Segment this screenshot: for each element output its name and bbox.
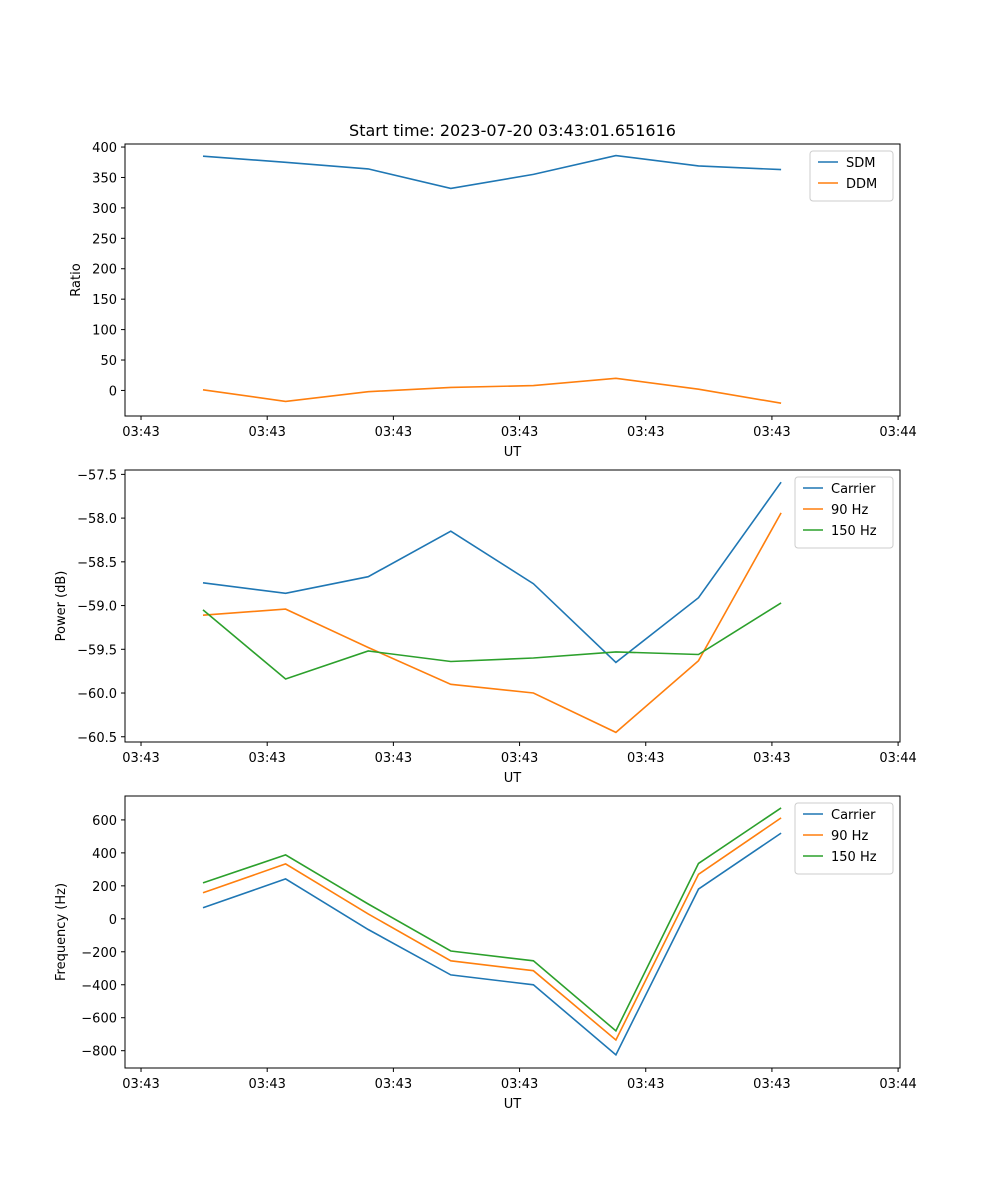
y-tick-label: 50: [100, 354, 117, 369]
series-line-carrier: [202, 481, 782, 664]
axes-frame: [124, 795, 901, 1069]
legend-label: 90 Hz: [831, 829, 868, 844]
legend: Carrier 90 Hz 150 Hz: [794, 802, 894, 875]
x-tick-label: 03:43: [248, 425, 285, 440]
legend-label: SDM: [846, 156, 875, 171]
series-line-sdm: [202, 154, 782, 190]
x-tick-label: 03:43: [122, 751, 159, 766]
x-tick-label: 03:43: [375, 751, 412, 766]
legend-label: 150 Hz: [831, 850, 877, 865]
series-line-carrier: [202, 832, 782, 1057]
y-tick-label: −800: [81, 1045, 117, 1060]
x-axis-label: UT: [504, 445, 522, 460]
x-tick-label: 03:43: [501, 1077, 538, 1092]
x-tick-label: 03:44: [879, 1077, 916, 1092]
legend-label: DDM: [846, 177, 877, 192]
x-tick-label: 03:43: [248, 1077, 285, 1092]
y-tick-label: −58.0: [77, 512, 117, 527]
subplot-3: 03:43 03:43 03:43 03:43 03:43 03:43 03:44 600 40…: [54, 795, 917, 1112]
subplot-1: Start time: 2023-07-20 03:43:01.65161603…: [69, 121, 917, 460]
y-tick-label: −60.0: [77, 687, 117, 702]
legend-label: 90 Hz: [831, 503, 868, 518]
series-line-150-hz: [202, 807, 782, 1033]
x-tick-label: 03:43: [627, 751, 664, 766]
series-line-ddm: [202, 377, 782, 404]
y-tick-label: −60.5: [77, 731, 117, 746]
x-tick-label: 03:43: [753, 425, 790, 440]
y-tick-label: −59.0: [77, 600, 117, 615]
series-line-90-hz: [202, 512, 782, 734]
series-line-150-hz: [202, 602, 782, 680]
x-tick-label: 03:43: [627, 1077, 664, 1092]
legend-box: [809, 150, 894, 202]
y-axis-label: Ratio: [69, 263, 84, 296]
y-tick-label: 600: [92, 814, 117, 829]
y-tick-label: 400: [92, 847, 117, 862]
x-tick-label: 03:43: [627, 425, 664, 440]
y-tick-label: 150: [92, 293, 117, 308]
subplot-2: 03:43 03:43 03:43 03:43 03:43 03:43 03:44 −57.5…: [54, 468, 917, 786]
x-tick-label: 03:43: [248, 751, 285, 766]
axes-frame: [124, 143, 901, 417]
y-tick-label: 200: [92, 880, 117, 895]
x-tick-label: 03:43: [501, 425, 538, 440]
x-axis-label: UT: [504, 1097, 522, 1112]
y-tick-label: 0: [109, 384, 117, 399]
x-tick-label: 03:43: [753, 751, 790, 766]
legend-label: 150 Hz: [831, 524, 877, 539]
y-tick-label: 200: [92, 263, 117, 278]
x-tick-label: 03:43: [375, 1077, 412, 1092]
y-tick-label: −200: [81, 946, 117, 961]
axes-frame: [124, 469, 901, 743]
x-tick-label: 03:44: [879, 425, 916, 440]
y-tick-label: −58.5: [77, 556, 117, 571]
x-tick-label: 03:43: [122, 1077, 159, 1092]
y-tick-label: −59.5: [77, 643, 117, 658]
series-line-90-hz: [202, 817, 782, 1042]
x-tick-label: 03:44: [879, 751, 916, 766]
x-tick-label: 03:43: [122, 425, 159, 440]
y-tick-label: −57.5: [77, 468, 117, 483]
x-axis-label: UT: [504, 771, 522, 786]
y-axis-label: Frequency (Hz): [54, 883, 69, 981]
y-tick-label: −400: [81, 979, 117, 994]
y-tick-label: 300: [92, 202, 117, 217]
y-tick-label: 0: [109, 913, 117, 928]
y-tick-label: −600: [81, 1012, 117, 1027]
legend: SDM DDM: [809, 150, 894, 202]
legend-label: Carrier: [831, 808, 876, 823]
legend: Carrier 90 Hz 150 Hz: [794, 476, 894, 549]
y-tick-label: 400: [92, 141, 117, 156]
y-axis-label: Power (dB): [54, 571, 69, 642]
x-tick-label: 03:43: [501, 751, 538, 766]
x-tick-label: 03:43: [753, 1077, 790, 1092]
y-tick-label: 350: [92, 171, 117, 186]
x-tick-label: 03:43: [375, 425, 412, 440]
y-tick-label: 250: [92, 232, 117, 247]
y-tick-label: 100: [92, 324, 117, 339]
chart-title: Start time: 2023-07-20 03:43:01.651616: [349, 121, 676, 140]
legend-label: Carrier: [831, 482, 876, 497]
